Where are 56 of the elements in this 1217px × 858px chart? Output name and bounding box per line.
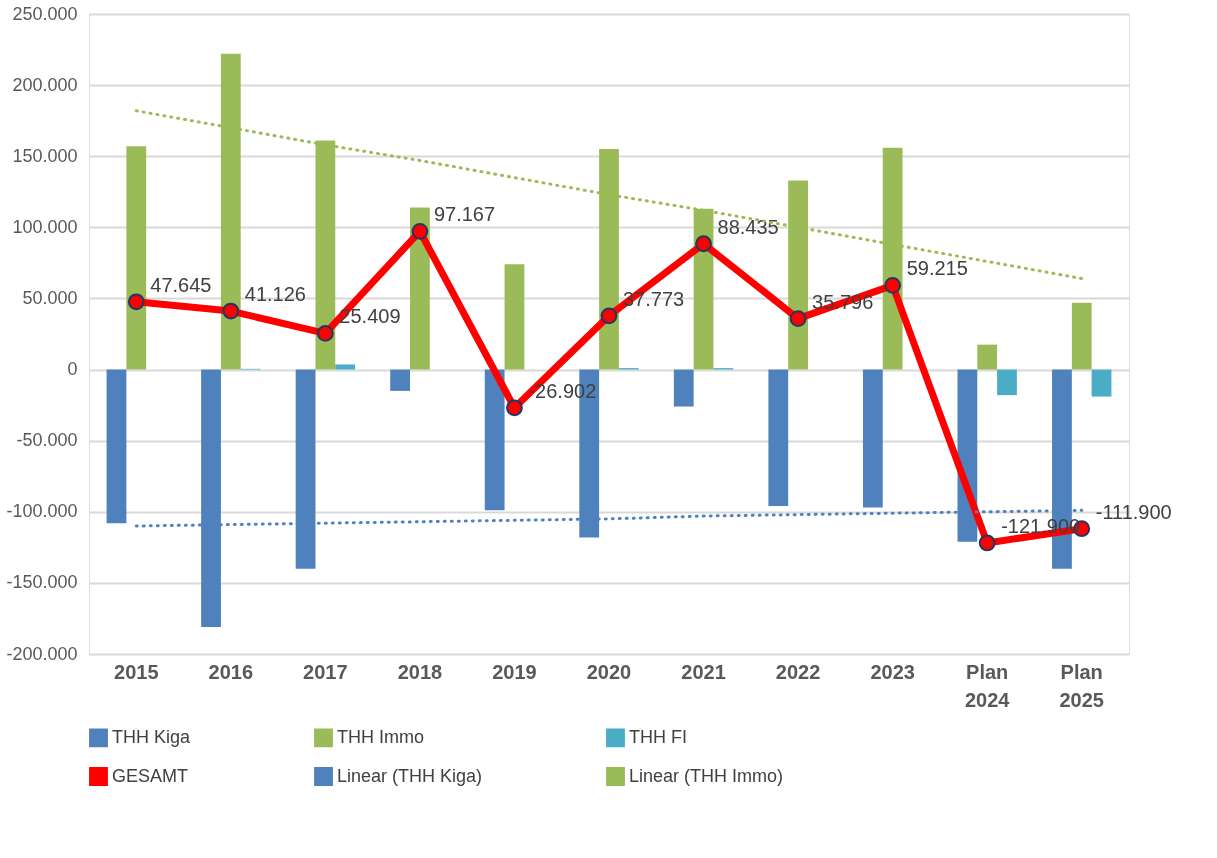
bar xyxy=(1071,302,1092,370)
data-label: 47.645 xyxy=(150,273,212,296)
data-label: 88.435 xyxy=(717,215,779,238)
x-tick-label: 2019 xyxy=(492,660,537,683)
point xyxy=(695,235,712,253)
y-tick-label: 150.000 xyxy=(12,145,78,166)
bar xyxy=(390,369,411,391)
bar xyxy=(673,369,694,407)
x-tick-label: Plan 2024 xyxy=(964,660,1011,711)
bar xyxy=(504,264,525,370)
y-tick-label: 250.000 xyxy=(12,3,78,24)
bar xyxy=(484,369,505,511)
bar xyxy=(126,146,147,370)
data-label: -111.900 xyxy=(1095,500,1172,523)
bar xyxy=(997,369,1017,396)
x-tick-label: 2018 xyxy=(397,660,443,683)
x-tick-label: 2021 xyxy=(681,660,726,683)
point xyxy=(978,534,996,552)
x-tick-label: 2017 xyxy=(303,660,348,683)
point xyxy=(600,307,618,325)
y-tick-label: 0 xyxy=(67,359,78,380)
point xyxy=(411,222,429,240)
x-tick-label: 2016 xyxy=(208,660,254,683)
legend-label: THH FI xyxy=(629,726,687,747)
point xyxy=(789,310,807,328)
legend-label: Linear (THH Kiga) xyxy=(337,765,483,786)
y-tick-label: 200.000 xyxy=(12,74,78,95)
bar xyxy=(1091,369,1112,397)
bar xyxy=(977,344,998,370)
y-tick-label: -150.000 xyxy=(6,572,78,593)
x-tick-label: 2015 xyxy=(114,660,159,683)
x-tick-label: 2022 xyxy=(775,660,821,683)
data-label: 97.167 xyxy=(433,203,496,226)
data-label: 59.215 xyxy=(906,257,968,280)
data-label: 41.126 xyxy=(244,283,306,306)
legend-label: THH Immo xyxy=(337,726,424,747)
point xyxy=(127,293,145,311)
y-tick-label: 100.000 xyxy=(12,216,78,237)
y-tick-label: -200.000 xyxy=(6,643,78,664)
x-tick-label: 2023 xyxy=(870,660,915,683)
point xyxy=(222,302,240,320)
bar xyxy=(768,369,789,507)
bar xyxy=(862,369,883,508)
y-tick-label: -50.000 xyxy=(16,430,78,451)
y-tick-label: 50.000 xyxy=(22,287,78,308)
y-tick-label: -100.000 xyxy=(6,501,78,522)
bar xyxy=(335,364,356,370)
point xyxy=(506,399,523,417)
legend-label: Linear (THH Immo) xyxy=(629,765,784,786)
point xyxy=(884,276,902,294)
x-tick-label: Plan 2025 xyxy=(1059,660,1104,711)
legend-label: GESAMT xyxy=(112,765,189,786)
point xyxy=(316,325,334,342)
bar xyxy=(106,369,127,524)
legend-label: THH Kiga xyxy=(112,726,192,747)
x-tick-label: 2020 xyxy=(586,660,632,683)
